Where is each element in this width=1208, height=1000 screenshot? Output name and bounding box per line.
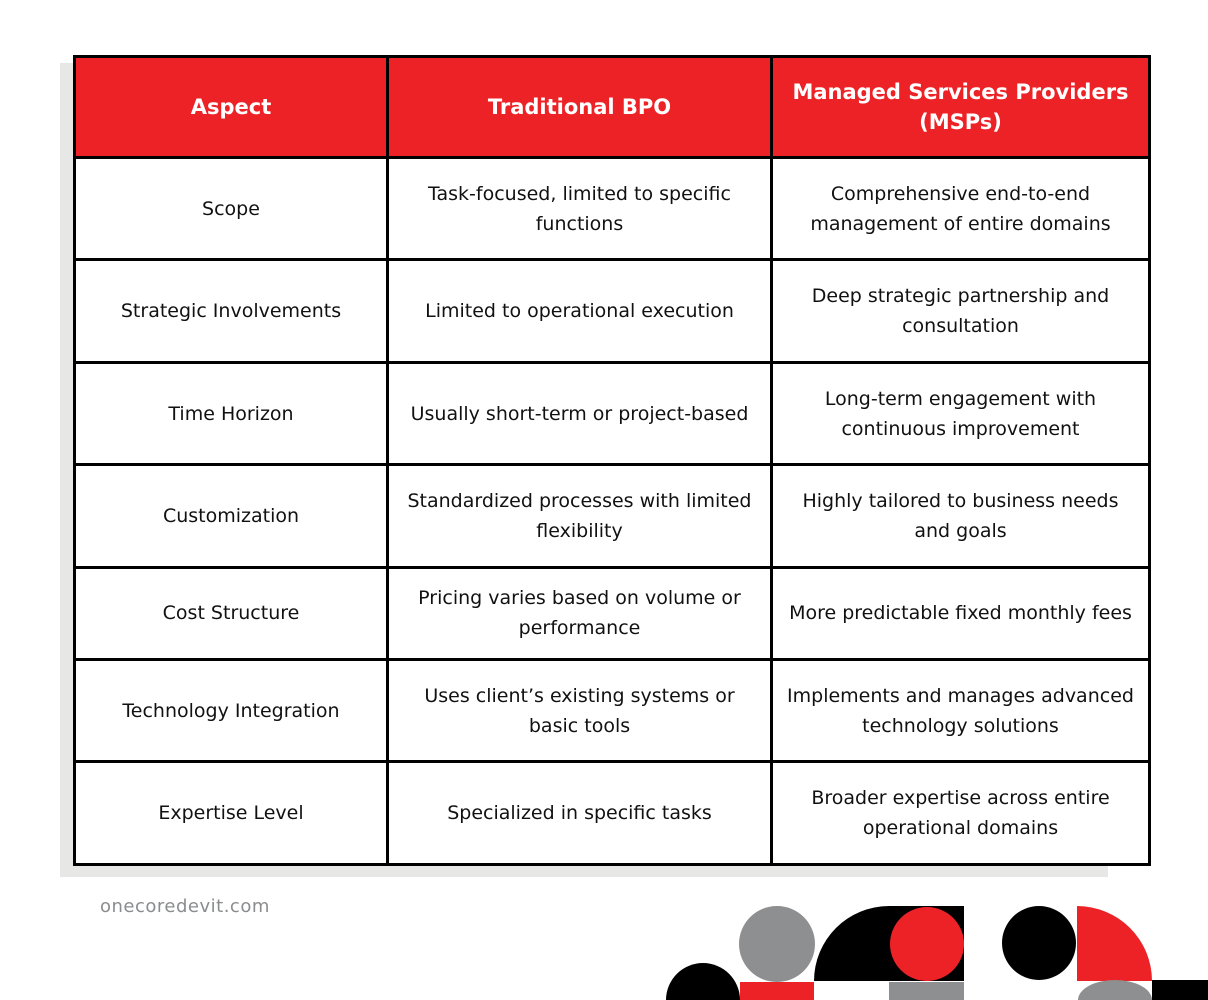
table-row: Expertise Level Specialized in specific … — [73, 760, 1151, 866]
cell-bpo: Limited to operational execution — [386, 258, 773, 364]
cell-bpo: Pricing varies based on volume or perfor… — [386, 565, 773, 662]
table-header-row: Aspect Traditional BPO Managed Services … — [73, 55, 1151, 159]
cell-msp: Comprehensive end-to-end management of e… — [770, 155, 1151, 262]
cell-aspect: Scope — [73, 155, 389, 262]
cell-bpo: Task-focused, limited to specific functi… — [386, 155, 773, 262]
comparison-table: Aspect Traditional BPO Managed Services … — [73, 55, 1151, 866]
black-circle-shape — [1002, 906, 1076, 980]
table-row: Scope Task-focused, limited to specific … — [73, 155, 1151, 262]
cell-aspect: Time Horizon — [73, 360, 389, 467]
cell-msp: Long-term engagement with continuous imp… — [770, 360, 1151, 467]
cell-msp: Deep strategic partnership and consultat… — [770, 258, 1151, 364]
cell-msp: More predictable fixed monthly fees — [770, 565, 1151, 662]
gray-circle-shape — [739, 906, 815, 982]
red-circle-shape — [890, 907, 964, 981]
black-quarter-circle-shape — [814, 906, 889, 981]
gray-half-circle-shape — [1078, 980, 1152, 1000]
table-row: Cost Structure Pricing varies based on v… — [73, 565, 1151, 662]
cell-aspect: Strategic Involvements — [73, 258, 389, 364]
cell-msp: Implements and manages advanced technolo… — [770, 657, 1151, 764]
gray-bar-shape — [889, 982, 964, 1000]
cell-msp: Highly tailored to business needs and go… — [770, 463, 1151, 569]
table-row: Strategic Involvements Limited to operat… — [73, 258, 1151, 364]
cell-bpo: Usually short-term or project-based — [386, 360, 773, 467]
header-msps: Managed Services Providers (MSPs) — [770, 55, 1151, 159]
table-row: Time Horizon Usually short-term or proje… — [73, 360, 1151, 467]
cell-aspect: Customization — [73, 463, 389, 569]
cell-bpo: Standardized processes with limited flex… — [386, 463, 773, 569]
red-quarter-circle-shape — [1077, 906, 1152, 981]
footer-website: onecoredevit.com — [100, 896, 270, 917]
black-half-circle-shape — [666, 963, 740, 1000]
header-aspect: Aspect — [73, 55, 389, 159]
table-row: Customization Standardized processes wit… — [73, 463, 1151, 569]
cell-bpo: Specialized in specific tasks — [386, 760, 773, 866]
black-corner-shape — [1152, 980, 1208, 1000]
red-bar-shape — [740, 982, 814, 1000]
table-row: Technology Integration Uses client’s exi… — [73, 657, 1151, 764]
cell-bpo: Uses client’s existing systems or basic … — [386, 657, 773, 764]
cell-msp: Broader expertise across entire operatio… — [770, 760, 1151, 866]
cell-aspect: Cost Structure — [73, 565, 389, 662]
header-traditional-bpo: Traditional BPO — [386, 55, 773, 159]
cell-aspect: Technology Integration — [73, 657, 389, 764]
cell-aspect: Expertise Level — [73, 760, 389, 866]
